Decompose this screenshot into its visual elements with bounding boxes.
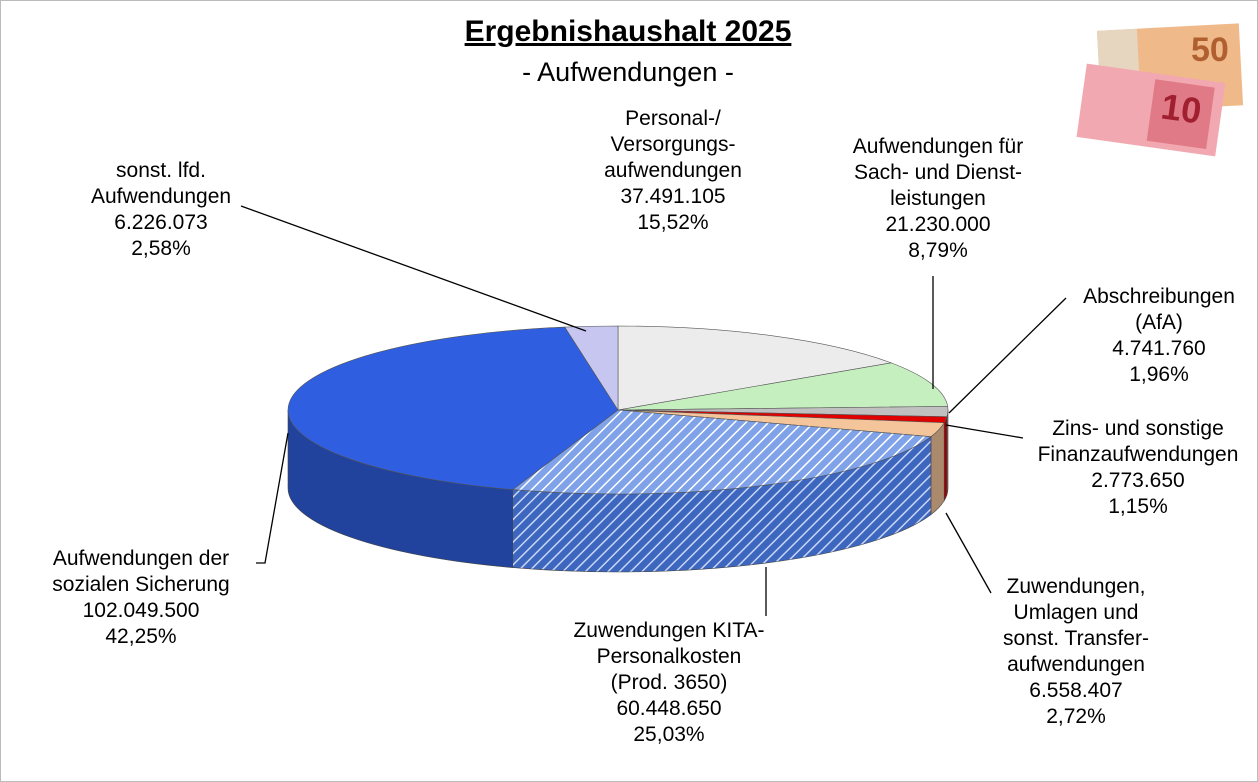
leader-line: [949, 298, 1066, 413]
chart-title: Ergebnishaushalt 2025: [465, 15, 792, 49]
leader-line: [256, 433, 288, 563]
slice-name: Zuwendungen KITA- Personalkosten (Prod. …: [573, 618, 764, 696]
chart-subtitle: - Aufwendungen -: [522, 57, 734, 88]
slice-value: 6.226.073: [91, 210, 231, 236]
leader-line: [946, 513, 991, 593]
slice-percentage: 42,25%: [52, 624, 229, 650]
svg-text:50: 50: [1191, 31, 1229, 69]
leader-line: [946, 425, 1023, 438]
money-image: 50 10: [1077, 23, 1244, 156]
slice-value: 102.049.500: [52, 598, 229, 624]
slice-percentage: 1,15%: [1038, 494, 1239, 520]
slice-name: Zins- und sonstige Finanzaufwendungen: [1038, 416, 1239, 468]
slice-name: Aufwendungen der sozialen Sicherung: [52, 546, 229, 598]
slice-name: sonst. lfd. Aufwendungen: [91, 158, 231, 210]
pie-slice-side: [944, 417, 947, 501]
slice-value: 37.491.105: [604, 184, 742, 210]
slice-percentage: 8,79%: [853, 238, 1023, 264]
slice-name: Zuwendungen, Umlagen und sonst. Transfer…: [1003, 574, 1149, 678]
pie-slice-side: [931, 423, 944, 515]
slice-name: Aufwendungen für Sach- und Dienst- leist…: [853, 134, 1023, 212]
slice-value: 60.448.650: [573, 696, 764, 722]
slice-percentage: 25,03%: [573, 722, 764, 748]
leader-line: [241, 206, 586, 331]
pie: [288, 326, 948, 572]
slice-value: 2.773.650: [1038, 468, 1239, 494]
page: 50 10 Ergebnishaushalt 2025 - Aufwendung…: [0, 0, 1258, 782]
slice-value: 4.741.760: [1083, 336, 1235, 362]
slice-percentage: 2,72%: [1003, 704, 1149, 730]
svg-text:10: 10: [1159, 85, 1204, 131]
slice-name: Abschreibungen (AfA): [1083, 284, 1235, 336]
slice-percentage: 2,58%: [91, 236, 231, 262]
slice-label: Aufwendungen für Sach- und Dienst- leist…: [853, 134, 1023, 264]
slice-percentage: 1,96%: [1083, 362, 1235, 388]
slice-label: Zuwendungen KITA- Personalkosten (Prod. …: [573, 618, 764, 748]
slice-percentage: 15,52%: [604, 210, 742, 236]
slice-value: 21.230.000: [853, 212, 1023, 238]
slice-label: Zuwendungen, Umlagen und sonst. Transfer…: [1003, 574, 1149, 730]
slice-value: 6.558.407: [1003, 678, 1149, 704]
slice-name: Personal-/ Versorgungs- aufwendungen: [604, 106, 742, 184]
